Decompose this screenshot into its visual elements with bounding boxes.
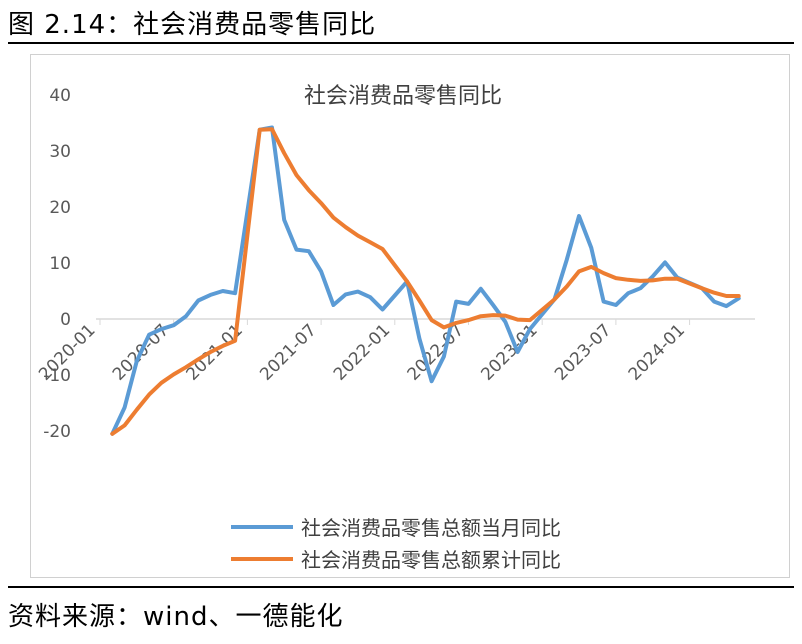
y-tick-label: 40	[49, 86, 71, 106]
x-tick-label: 2023-07	[551, 320, 615, 384]
figure-title: 图 2.14：社会消费品零售同比	[8, 10, 377, 40]
y-tick-label: 30	[49, 142, 71, 162]
x-tick-label: 2021-07	[256, 320, 320, 384]
y-tick-label: 20	[49, 198, 71, 218]
chart-title: 社会消费品零售同比	[304, 84, 502, 109]
y-tick-label: -10	[43, 366, 71, 386]
y-axis-ticks: -20 -10 0 10 20 30 40	[43, 86, 71, 442]
source-note: 资料来源：wind、一德能化	[8, 602, 344, 632]
y-tick-label: 10	[49, 254, 71, 274]
chart-frame: 社会消费品零售同比 -20 -10 0 10 20 30 40 2020-01 2020-07…	[30, 54, 790, 578]
x-tick-label: 2022-01	[330, 320, 394, 384]
series-lines	[110, 125, 741, 436]
bottom-rule	[8, 586, 794, 588]
series-line-monthly	[110, 125, 741, 436]
legend: 社会消费品零售总额当月同比 社会消费品零售总额累计同比	[231, 516, 561, 572]
legend-label-cumulative: 社会消费品零售总额累计同比	[301, 548, 561, 572]
top-rule	[8, 42, 794, 44]
legend-label-monthly: 社会消费品零售总额当月同比	[301, 516, 561, 540]
x-tick-label: 2024-01	[625, 320, 689, 384]
y-tick-label: 0	[60, 310, 71, 330]
y-tick-label: -20	[43, 422, 71, 442]
series-line-cumulative	[110, 127, 741, 436]
